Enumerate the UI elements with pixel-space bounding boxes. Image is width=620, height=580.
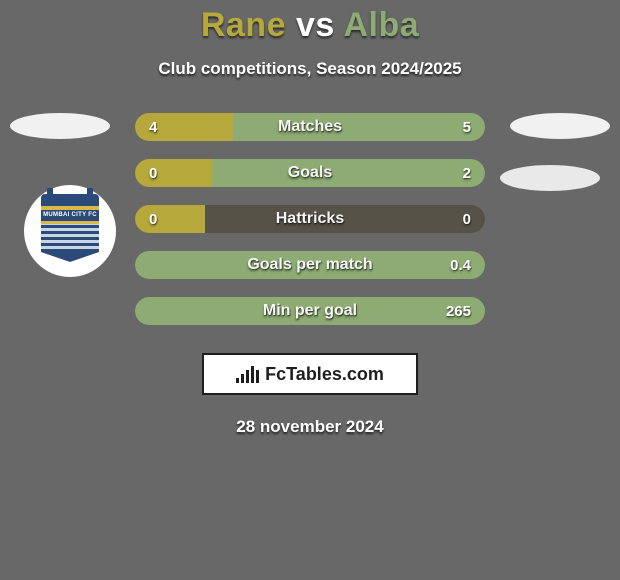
footer-date: 28 november 2024 <box>0 417 620 437</box>
stat-label: Hattricks <box>135 210 485 228</box>
stat-value-right: 5 <box>463 119 471 136</box>
stat-label: Matches <box>135 118 485 136</box>
comparison-block: MUMBAI CITY FC 4 Matches 5 0 Goals 2 <box>0 113 620 325</box>
comparison-infographic: Rane vs Alba Club competitions, Season 2… <box>0 0 620 580</box>
stat-rows: 4 Matches 5 0 Goals 2 0 Hattricks 0 <box>135 113 485 325</box>
stat-row: 0 Hattricks 0 <box>135 205 485 233</box>
stat-value-right: 0 <box>463 211 471 228</box>
bars-icon <box>236 365 259 383</box>
player-left-flag-placeholder <box>10 113 110 139</box>
stat-value-right: 2 <box>463 165 471 182</box>
crest-club-name: MUMBAI CITY FC <box>41 210 99 221</box>
page-title: Rane vs Alba <box>0 6 620 45</box>
stat-row: Goals per match 0.4 <box>135 251 485 279</box>
stat-row: 4 Matches 5 <box>135 113 485 141</box>
stat-label: Goals per match <box>135 256 485 274</box>
crest-stripes <box>41 224 99 252</box>
page-subtitle: Club competitions, Season 2024/2025 <box>0 59 620 79</box>
stat-value-right: 0.4 <box>450 257 471 274</box>
player-right-flag-placeholder <box>510 113 610 139</box>
crest-point <box>41 252 99 262</box>
title-vs: vs <box>296 6 335 44</box>
brand-text: FcTables.com <box>265 364 384 385</box>
title-left: Rane <box>201 6 286 44</box>
stat-value-right: 265 <box>446 303 471 320</box>
stat-label: Min per goal <box>135 302 485 320</box>
player-left-club-crest: MUMBAI CITY FC <box>24 185 116 277</box>
stat-label: Goals <box>135 164 485 182</box>
crest-battlement <box>41 194 99 206</box>
crest-shape: MUMBAI CITY FC <box>38 194 102 268</box>
stat-row: Min per goal 265 <box>135 297 485 325</box>
brand-box: FcTables.com <box>202 353 418 395</box>
stat-row: 0 Goals 2 <box>135 159 485 187</box>
player-right-crest-placeholder <box>500 165 600 191</box>
title-right: Alba <box>343 6 419 44</box>
